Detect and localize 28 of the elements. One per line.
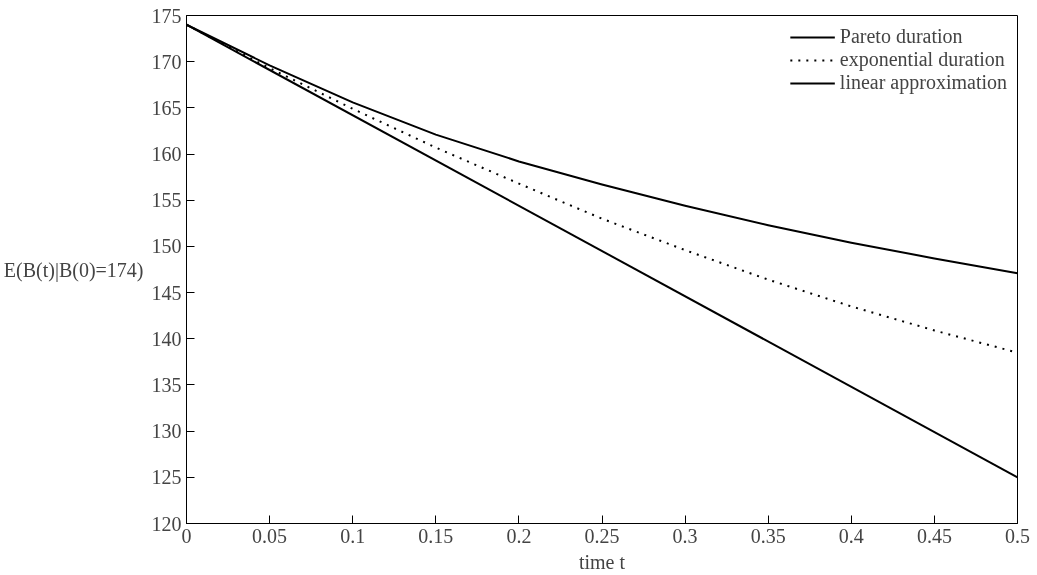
y-tick-label: 150 — [151, 235, 182, 258]
x-tick-label: 0.45 — [916, 524, 952, 547]
y-tick-label: 155 — [151, 189, 182, 212]
x-tick-label: 0 — [181, 524, 192, 547]
x-axis-title: time t — [578, 550, 626, 573]
x-tick-label: 0.4 — [838, 524, 864, 547]
x-tick-label: 0.1 — [340, 524, 366, 547]
x-tick-label: 0.05 — [252, 524, 288, 547]
y-tick-label: 135 — [151, 373, 182, 396]
legend-label: linear approximation — [839, 71, 1007, 94]
y-tick-label: 170 — [151, 50, 182, 73]
y-tick-label: 140 — [151, 327, 182, 350]
y-tick-label: 120 — [151, 512, 182, 535]
x-tick-label: 0.5 — [1005, 524, 1030, 547]
y-tick-label: 145 — [151, 281, 182, 304]
y-tick-label: 130 — [151, 420, 182, 443]
legend-label: exponential duration — [839, 48, 1005, 71]
x-tick-label: 0.25 — [584, 524, 620, 547]
x-tick-label: 0.35 — [750, 524, 786, 547]
y-tick-label: 125 — [151, 466, 182, 489]
y-tick-label: 160 — [151, 143, 182, 166]
y-tick-label: 175 — [151, 4, 182, 27]
y-axis-title: E(B(t)|B(0)=174) — [3, 258, 144, 282]
x-tick-label: 0.15 — [418, 524, 454, 547]
y-tick-label: 165 — [151, 96, 182, 119]
x-tick-label: 0.2 — [506, 524, 532, 547]
legend-label: Pareto duration — [839, 25, 963, 48]
x-tick-label: 0.3 — [672, 524, 698, 547]
